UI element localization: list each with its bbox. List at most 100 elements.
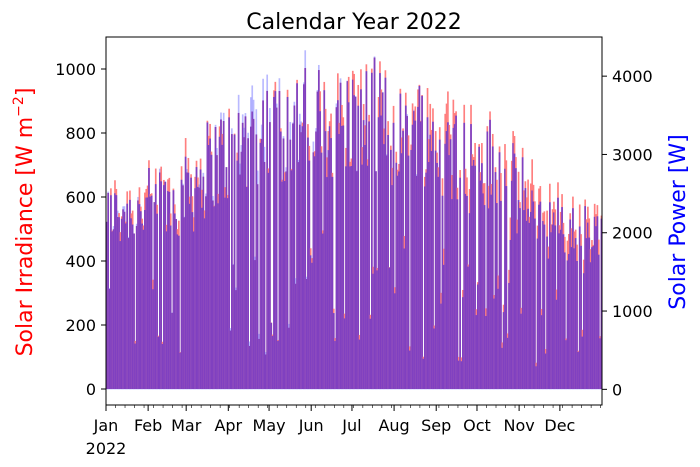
overlap-bar [531, 190, 533, 389]
overlap-bar [365, 71, 368, 390]
overlap-bar [179, 352, 182, 389]
overlap-bar [237, 112, 240, 390]
overlap-bar [343, 318, 346, 389]
overlap-bar [347, 102, 350, 389]
overlap-bar [356, 171, 358, 389]
y-left-tick-label: 0 [86, 380, 96, 399]
chart-title: Calendar Year 2022 [246, 10, 461, 35]
overlap-bar [338, 133, 341, 389]
overlap-bar [584, 206, 586, 389]
overlap-bar [379, 73, 381, 389]
y-axis-right-label: Solar Power [W] [666, 134, 691, 309]
overlap-bar [462, 297, 464, 389]
overlap-bar [390, 149, 392, 389]
overlap-bar [228, 117, 230, 390]
overlap-bar [600, 218, 602, 389]
overlap-bar [292, 123, 294, 389]
overlap-bar [120, 218, 123, 389]
overlap-bar [199, 169, 202, 389]
overlap-bar [476, 284, 479, 389]
overlap-bar [186, 172, 188, 389]
overlap-bar [373, 57, 376, 389]
overlap-bar [559, 229, 562, 389]
x-tick-label: Aug [378, 416, 409, 435]
overlap-bar [264, 354, 267, 389]
overlap-bar [542, 221, 544, 389]
overlap-bar [398, 171, 400, 389]
overlap-bar [111, 231, 114, 389]
overlap-bar [464, 193, 467, 389]
overlap-bar [201, 207, 203, 389]
overlap-bar [551, 224, 554, 389]
overlap-bar [243, 137, 245, 389]
x-tick-label: Sep [421, 416, 451, 435]
overlap-bar [142, 229, 145, 389]
overlap-bar [320, 152, 323, 389]
overlap-bar [214, 127, 217, 390]
overlap-bar [190, 177, 192, 389]
overlap-bar [342, 125, 345, 389]
overlap-bar [334, 341, 336, 389]
overlap-bar [269, 122, 271, 389]
overlap-bar [231, 134, 233, 389]
overlap-bar [470, 124, 472, 389]
overlap-bar [279, 131, 282, 389]
overlap-bar [479, 180, 482, 389]
x-tick-label: Apr [214, 416, 242, 435]
overlap-bar [263, 161, 266, 389]
overlap-bar [218, 136, 221, 389]
overlap-bar [335, 107, 338, 390]
overlap-bar [380, 115, 383, 389]
overlap-bar [593, 216, 596, 389]
overlap-bar [247, 138, 249, 389]
overlap-bar [588, 237, 591, 389]
overlap-bar [137, 200, 139, 389]
overlap-bar [532, 201, 535, 389]
overlap-bar [311, 262, 313, 389]
overlap-bar [482, 193, 485, 389]
overlap-bar [191, 212, 194, 389]
overlap-bar [422, 358, 425, 389]
overlap-bar [354, 96, 357, 389]
overlap-bar [425, 172, 428, 389]
overlap-bar [395, 162, 398, 389]
overlap-bar [490, 194, 493, 389]
overlap-bar [303, 84, 305, 390]
overlap-bar [592, 246, 595, 389]
overlap-bar [483, 205, 486, 389]
overlap-bar [587, 222, 589, 389]
overlap-bar [452, 127, 455, 389]
overlap-bar [236, 160, 239, 389]
overlap-bar [557, 197, 559, 389]
overlap-bar [540, 315, 543, 389]
overlap-bar [509, 239, 512, 389]
overlap-bar [277, 340, 279, 389]
overlap-bar [568, 254, 570, 389]
overlap-bar [245, 186, 248, 389]
overlap-bar [384, 77, 387, 389]
overlap-bar [585, 238, 588, 389]
overlap-bar [591, 247, 593, 389]
overlap-bar [210, 154, 213, 389]
overlap-bar [547, 258, 550, 389]
overlap-bar [127, 238, 130, 389]
overlap-bar [216, 155, 218, 389]
overlap-bar [332, 313, 335, 389]
overlap-bar [149, 196, 152, 389]
overlap-bar [173, 213, 176, 389]
overlap-bar [525, 220, 528, 389]
overlap-bar [171, 312, 173, 389]
overlap-bar [441, 195, 444, 389]
overlap-bar [517, 200, 520, 389]
overlap-bar [414, 120, 417, 390]
overlap-bar [478, 146, 480, 389]
overlap-bar [256, 184, 259, 389]
overlap-bar [413, 111, 415, 389]
overlap-bar [319, 111, 322, 390]
overlap-bar [313, 156, 316, 389]
overlap-bar [440, 303, 442, 389]
overlap-bar [254, 260, 256, 389]
overlap-bar [316, 91, 319, 389]
overlap-bar [457, 360, 460, 389]
